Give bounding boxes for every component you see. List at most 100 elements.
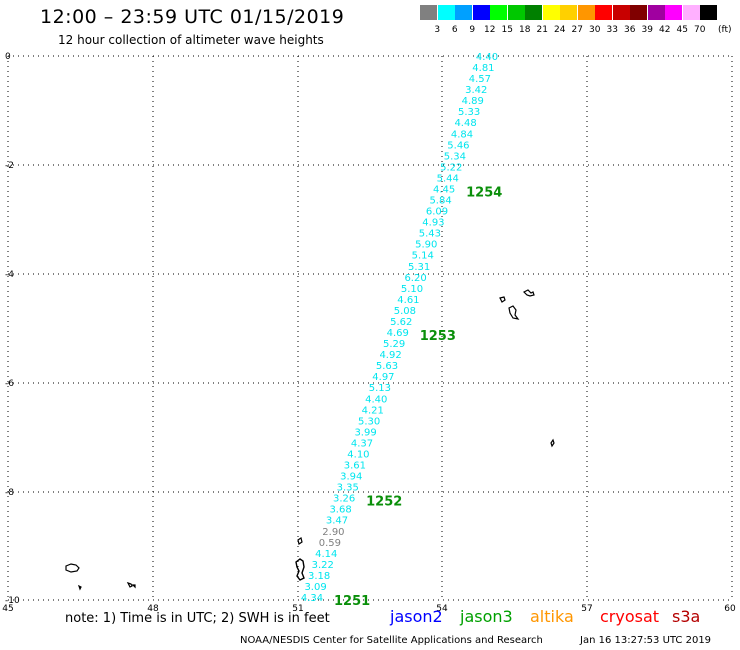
scale-tick-label: 15	[501, 25, 513, 35]
wave-height-reading: 4.14	[315, 549, 337, 560]
wave-height-reading: 4.84	[451, 129, 473, 140]
wave-height-reading: 4.81	[472, 63, 494, 74]
page-title: 12:00 – 23:59 UTC 01/15/2019	[40, 6, 345, 28]
wave-height-reading: 4.48	[454, 118, 476, 129]
page-subtitle: 12 hour collection of altimeter wave hei…	[58, 33, 324, 47]
scale-tick-label: 21	[536, 25, 548, 35]
wave-height-reading: 4.57	[469, 74, 491, 85]
wave-height-reading: 4.89	[462, 96, 484, 107]
wave-height-reading: 3.42	[465, 85, 487, 96]
wave-height-reading: 4.69	[387, 328, 409, 339]
wave-height-reading: 3.35	[337, 483, 359, 494]
island-outline	[550, 438, 555, 448]
scale-swatch	[700, 5, 717, 20]
latitude-tick-label: -4	[5, 270, 14, 280]
scale-swatch	[507, 5, 525, 20]
pass-number-label: 1253	[420, 329, 456, 344]
wave-height-reading: 5.84	[429, 196, 451, 207]
wave-height-reading: 4.61	[397, 295, 419, 306]
wave-height-reading: 4.21	[362, 405, 384, 416]
satellite-name-jason3: jason3	[460, 607, 513, 626]
scale-tick-label: 70	[694, 25, 706, 35]
wave-height-reading: 5.30	[358, 416, 380, 427]
wave-height-reading: 2.90	[322, 527, 344, 538]
wave-height-reading: 6.20	[404, 273, 426, 284]
wave-height-reading: 5.10	[401, 284, 423, 295]
scale-tick-label: 6	[451, 25, 458, 35]
wave-height-reading: 5.31	[408, 262, 430, 273]
wave-height-reading: 3.26	[333, 494, 355, 505]
generation-timestamp: Jan 16 13:27:53 UTC 2019	[580, 635, 712, 646]
wave-height-reading: 5.33	[458, 107, 480, 118]
wave-height-reading: 4.92	[379, 350, 401, 361]
satellite-name-s3a: s3a	[672, 607, 701, 626]
satellite-name-altika: altika	[530, 607, 574, 626]
island-outline	[297, 537, 303, 545]
island-outline	[65, 563, 80, 573]
scale-tick-label: 18	[519, 25, 531, 35]
wave-height-reading: 4.97	[372, 372, 394, 383]
scale-tick-label: 33	[606, 25, 618, 35]
longitude-tick-label: 48	[147, 604, 159, 614]
scale-tick-label: 3	[434, 25, 441, 35]
wave-height-reading: 4.45	[433, 184, 455, 195]
wave-height-reading: 5.62	[390, 317, 412, 328]
wave-height-reading: 4.93	[422, 218, 444, 229]
scale-swatch	[577, 5, 595, 20]
wave-height-reading: 5.44	[437, 173, 459, 184]
scale-tick-label: 39	[641, 25, 653, 35]
scale-swatch	[647, 5, 665, 20]
scale-tick-label: 24	[554, 25, 566, 35]
island-outline	[522, 289, 535, 297]
scale-swatch	[560, 5, 577, 20]
wave-height-reading: 4.40	[476, 52, 498, 63]
wave-height-reading: 3.68	[329, 505, 351, 516]
longitude-tick-label: 45	[2, 604, 13, 614]
longitude-tick-label: 51	[292, 604, 303, 614]
scale-swatch	[542, 5, 560, 20]
pass-number-label: 1251	[334, 594, 370, 609]
wave-height-reading: 5.63	[376, 361, 398, 372]
scale-tick-label: 45	[676, 25, 688, 35]
wave-height-reading: 5.43	[419, 229, 441, 240]
scale-swatch	[490, 5, 507, 20]
scale-swatch	[595, 5, 612, 20]
scale-tick-label: 9	[469, 25, 476, 35]
pass-number-label: 1254	[466, 185, 502, 200]
island-outline	[499, 296, 506, 303]
scale-swatch	[682, 5, 700, 20]
wave-height-reading: 4.40	[365, 394, 387, 405]
wave-height-reading: 4.37	[351, 438, 373, 449]
latitude-tick-label: -8	[5, 488, 14, 498]
pass-number-labels: 1254 1253 1252 1251	[334, 185, 502, 609]
footnote: note: 1) Time is in UTC; 2) SWH is in fe…	[65, 611, 330, 626]
island-outline	[295, 558, 305, 581]
scale-tick-label: 27	[571, 25, 583, 35]
longitude-tick-label: 57	[581, 604, 592, 614]
wave-height-reading: 5.46	[447, 140, 469, 151]
wave-height-reading: 5.34	[444, 151, 466, 162]
wave-height-reading: 3.22	[312, 560, 334, 571]
wave-height-reading: 4.34	[301, 593, 323, 604]
latitude-tick-label: -2	[5, 161, 14, 171]
map-grid	[7, 55, 733, 601]
wave-height-reading: 5.13	[369, 383, 391, 394]
longitude-tick-label: 60	[724, 604, 736, 614]
land-outlines	[65, 289, 555, 591]
wave-height-reading: 3.94	[340, 472, 362, 483]
wave-height-reading: 6.09	[426, 207, 448, 218]
scale-swatch	[472, 5, 490, 20]
longitude-tick-label: 54	[436, 604, 448, 614]
scale-swatch	[437, 5, 455, 20]
latitude-tick-label: -10	[5, 596, 20, 606]
wave-height-reading: 5.14	[412, 251, 434, 262]
satellite-name-jason2: jason2	[390, 607, 443, 626]
scale-swatch	[455, 5, 472, 20]
wave-height-reading: 4.10	[347, 449, 369, 460]
wave-height-reading: 3.18	[308, 571, 330, 582]
scale-swatch	[525, 5, 542, 20]
wave-height-reading: 3.61	[344, 461, 366, 472]
scale-swatch	[630, 5, 647, 20]
